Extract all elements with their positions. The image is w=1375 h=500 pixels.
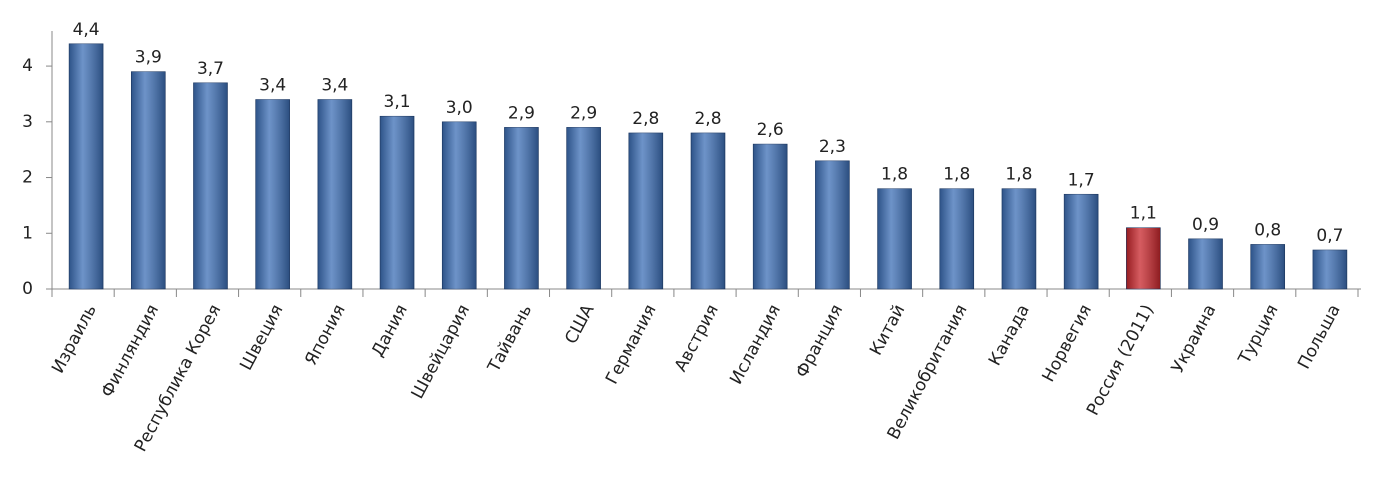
x-tick-label: Турция	[1234, 301, 1282, 368]
x-tick-label: Германия	[602, 301, 661, 387]
bar	[193, 82, 228, 290]
bar	[690, 132, 726, 290]
x-tick-label: Россия (2011)	[1083, 301, 1158, 419]
value-label: 3,1	[384, 92, 411, 112]
x-tick-label: Польша	[1294, 301, 1345, 372]
x-tick-label: Япония	[301, 301, 350, 368]
value-label: 2,9	[570, 103, 597, 123]
value-label: 2,3	[819, 137, 846, 157]
bar	[628, 132, 664, 290]
bar	[566, 127, 601, 290]
value-label: 4,4	[73, 20, 100, 40]
value-label: 3,0	[446, 98, 473, 118]
bar	[939, 188, 975, 290]
x-tick-label: Израиль	[48, 301, 101, 377]
bar	[379, 115, 415, 290]
x-tick-label: Китай	[866, 301, 909, 359]
value-label: 1,8	[881, 165, 908, 185]
value-label: 0,7	[1316, 226, 1343, 246]
bar	[441, 121, 477, 290]
bar	[1250, 244, 1286, 290]
value-label: 1,1	[1130, 204, 1157, 224]
bar	[130, 71, 166, 290]
bar	[504, 127, 539, 290]
bar	[1063, 193, 1099, 290]
y-tick-label: 1	[22, 223, 33, 243]
x-tick-label: США	[561, 301, 598, 348]
value-label: 2,6	[757, 120, 784, 140]
y-tick-label: 4	[22, 56, 33, 76]
x-tick-label: Австрия	[671, 301, 723, 375]
x-tick-label: Тайвань	[484, 301, 537, 376]
bar	[1312, 249, 1348, 290]
bar	[877, 188, 912, 290]
x-tick-label: Канада	[985, 301, 1034, 369]
value-label: 0,8	[1254, 220, 1281, 240]
value-label: 1,7	[1068, 170, 1095, 190]
bar	[752, 143, 788, 290]
bar	[1126, 227, 1161, 290]
x-tick-label: Норвегия	[1039, 301, 1096, 385]
x-tick-label: Финляндия	[98, 301, 164, 400]
x-tick-label: Швеция	[236, 301, 287, 374]
value-label: 2,9	[508, 103, 535, 123]
x-tick-label: Швейцария	[408, 301, 474, 402]
value-label: 3,9	[135, 48, 162, 68]
value-label: 2,8	[694, 109, 721, 129]
y-tick-label: 0	[22, 279, 33, 299]
value-label: 2,8	[632, 109, 659, 129]
bar	[68, 43, 104, 290]
value-label: 0,9	[1192, 215, 1219, 235]
value-label: 1,8	[943, 165, 970, 185]
x-tick-label: Франция	[792, 301, 847, 381]
bar	[255, 99, 290, 290]
x-tick-label: Исландия	[726, 301, 785, 388]
bar	[317, 99, 353, 290]
value-label: 3,4	[259, 76, 286, 96]
bar	[1001, 188, 1037, 290]
y-tick-label: 3	[22, 112, 33, 132]
value-label: 1,8	[1005, 165, 1032, 185]
bar	[1188, 238, 1223, 290]
value-label: 3,7	[197, 59, 224, 79]
bar	[815, 160, 850, 290]
x-tick-label: Украина	[1168, 301, 1221, 376]
y-tick-label: 2	[22, 168, 33, 188]
x-tick-label: Дания	[368, 301, 412, 360]
value-label: 3,4	[321, 76, 348, 96]
